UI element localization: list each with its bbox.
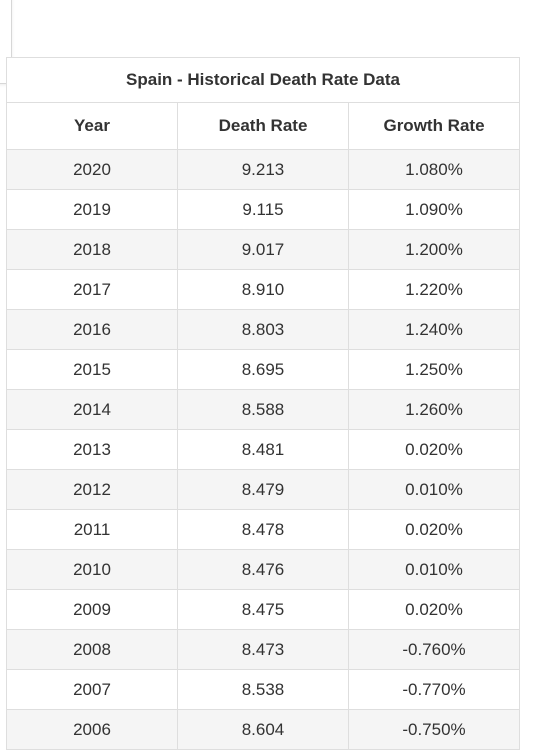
- death-rate-cell: 8.538: [177, 669, 349, 710]
- growth-rate-cell: 0.020%: [348, 429, 520, 470]
- death-rate-cell: 8.479: [177, 469, 349, 510]
- table-header-row: Year Death Rate Growth Rate: [6, 102, 520, 150]
- year-cell: 2014: [6, 389, 178, 430]
- growth-rate-cell: 1.250%: [348, 349, 520, 390]
- growth-rate-cell: -0.760%: [348, 629, 520, 670]
- growth-rate-cell: 1.200%: [348, 229, 520, 270]
- table-row: 2009 8.475 0.020%: [6, 589, 520, 630]
- table-row: 2015 8.695 1.250%: [6, 349, 520, 390]
- death-rate-table: Spain - Historical Death Rate Data Year …: [6, 57, 520, 750]
- death-rate-cell: 8.910: [177, 269, 349, 310]
- table-row: 2011 8.478 0.020%: [6, 509, 520, 550]
- death-rate-cell: 8.476: [177, 549, 349, 590]
- year-cell: 2019: [6, 189, 178, 230]
- growth-rate-cell: -0.770%: [348, 669, 520, 710]
- death-rate-cell: 8.481: [177, 429, 349, 470]
- growth-rate-cell: 1.080%: [348, 149, 520, 190]
- table-row: 2006 8.604 -0.750%: [6, 709, 520, 750]
- growth-rate-cell: -0.750%: [348, 709, 520, 750]
- death-rate-cell: 8.473: [177, 629, 349, 670]
- table-title-row: Spain - Historical Death Rate Data: [6, 57, 520, 103]
- year-cell: 2015: [6, 349, 178, 390]
- table-title: Spain - Historical Death Rate Data: [6, 57, 520, 103]
- death-rate-cell: 8.803: [177, 309, 349, 350]
- death-rate-cell: 8.588: [177, 389, 349, 430]
- table-row: 2018 9.017 1.200%: [6, 229, 520, 270]
- header-death-rate: Death Rate: [177, 102, 349, 150]
- table-row: 2008 8.473 -0.760%: [6, 629, 520, 670]
- year-cell: 2011: [6, 509, 178, 550]
- table-body: 2020 9.213 1.080% 2019 9.115 1.090% 2018 9.017 1…: [6, 149, 520, 750]
- table-row: 2010 8.476 0.010%: [6, 549, 520, 590]
- table-row: 2014 8.588 1.260%: [6, 389, 520, 430]
- year-cell: 2009: [6, 589, 178, 630]
- death-rate-cell: 8.604: [177, 709, 349, 750]
- growth-rate-cell: 0.010%: [348, 469, 520, 510]
- growth-rate-cell: 0.020%: [348, 589, 520, 630]
- year-cell: 2017: [6, 269, 178, 310]
- table-row: 2012 8.479 0.010%: [6, 469, 520, 510]
- year-cell: 2016: [6, 309, 178, 350]
- growth-rate-cell: 1.220%: [348, 269, 520, 310]
- year-cell: 2012: [6, 469, 178, 510]
- death-rate-cell: 9.115: [177, 189, 349, 230]
- death-rate-cell: 9.017: [177, 229, 349, 270]
- year-cell: 2007: [6, 669, 178, 710]
- table-row: 2017 8.910 1.220%: [6, 269, 520, 310]
- growth-rate-cell: 1.240%: [348, 309, 520, 350]
- death-rate-cell: 9.213: [177, 149, 349, 190]
- growth-rate-cell: 1.090%: [348, 189, 520, 230]
- table-row: 2020 9.213 1.080%: [6, 149, 520, 190]
- table-row: 2013 8.481 0.020%: [6, 429, 520, 470]
- death-rate-cell: 8.478: [177, 509, 349, 550]
- death-rate-cell: 8.475: [177, 589, 349, 630]
- year-cell: 2018: [6, 229, 178, 270]
- death-rate-table-container: Spain - Historical Death Rate Data Year …: [6, 57, 520, 750]
- growth-rate-cell: 0.020%: [348, 509, 520, 550]
- growth-rate-cell: 1.260%: [348, 389, 520, 430]
- year-cell: 2006: [6, 709, 178, 750]
- header-year: Year: [6, 102, 178, 150]
- year-cell: 2020: [6, 149, 178, 190]
- year-cell: 2010: [6, 549, 178, 590]
- death-rate-cell: 8.695: [177, 349, 349, 390]
- growth-rate-cell: 0.010%: [348, 549, 520, 590]
- table-row: 2016 8.803 1.240%: [6, 309, 520, 350]
- table-row: 2019 9.115 1.090%: [6, 189, 520, 230]
- year-cell: 2008: [6, 629, 178, 670]
- year-cell: 2013: [6, 429, 178, 470]
- header-growth-rate: Growth Rate: [348, 102, 520, 150]
- table-row: 2007 8.538 -0.770%: [6, 669, 520, 710]
